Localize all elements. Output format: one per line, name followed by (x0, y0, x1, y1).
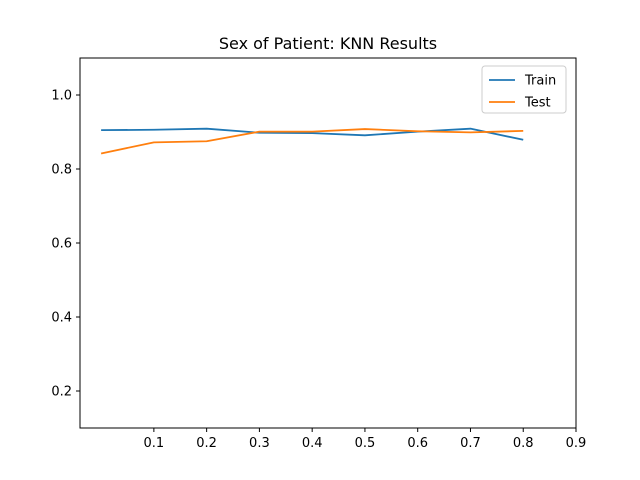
y-tick-label: 0.2 (51, 385, 72, 400)
y-tick-label: 1.0 (51, 89, 72, 104)
x-tick-label: 0.9 (566, 436, 587, 451)
x-tick-label: 0.3 (249, 436, 270, 451)
series-line-test (100, 128, 524, 155)
y-tick-label: 0.8 (51, 163, 72, 178)
x-tick-label: 0.4 (302, 436, 323, 451)
x-tick-label: 0.7 (460, 436, 481, 451)
x-tick-label: 0.2 (196, 436, 217, 451)
y-tick-label: 0.6 (51, 237, 72, 252)
x-tick-label: 0.1 (144, 436, 165, 451)
series-line-train (101, 127, 524, 141)
legend-label-train: Train (524, 74, 556, 89)
legend-label-test: Test (524, 96, 551, 111)
chart-title: Sex of Patient: KNN Results (219, 34, 437, 53)
x-tick-label: 0.8 (513, 436, 534, 451)
x-tick-label: 0.6 (407, 436, 428, 451)
x-tick-label: 0.5 (355, 436, 376, 451)
y-tick-label: 0.4 (51, 311, 72, 326)
plot-area: 0.1 0.2 0.3 0.4 0.5 0.6 0.7 0.8 0.9 0.2 0.4 0.6 0.8 1… (51, 57, 587, 451)
